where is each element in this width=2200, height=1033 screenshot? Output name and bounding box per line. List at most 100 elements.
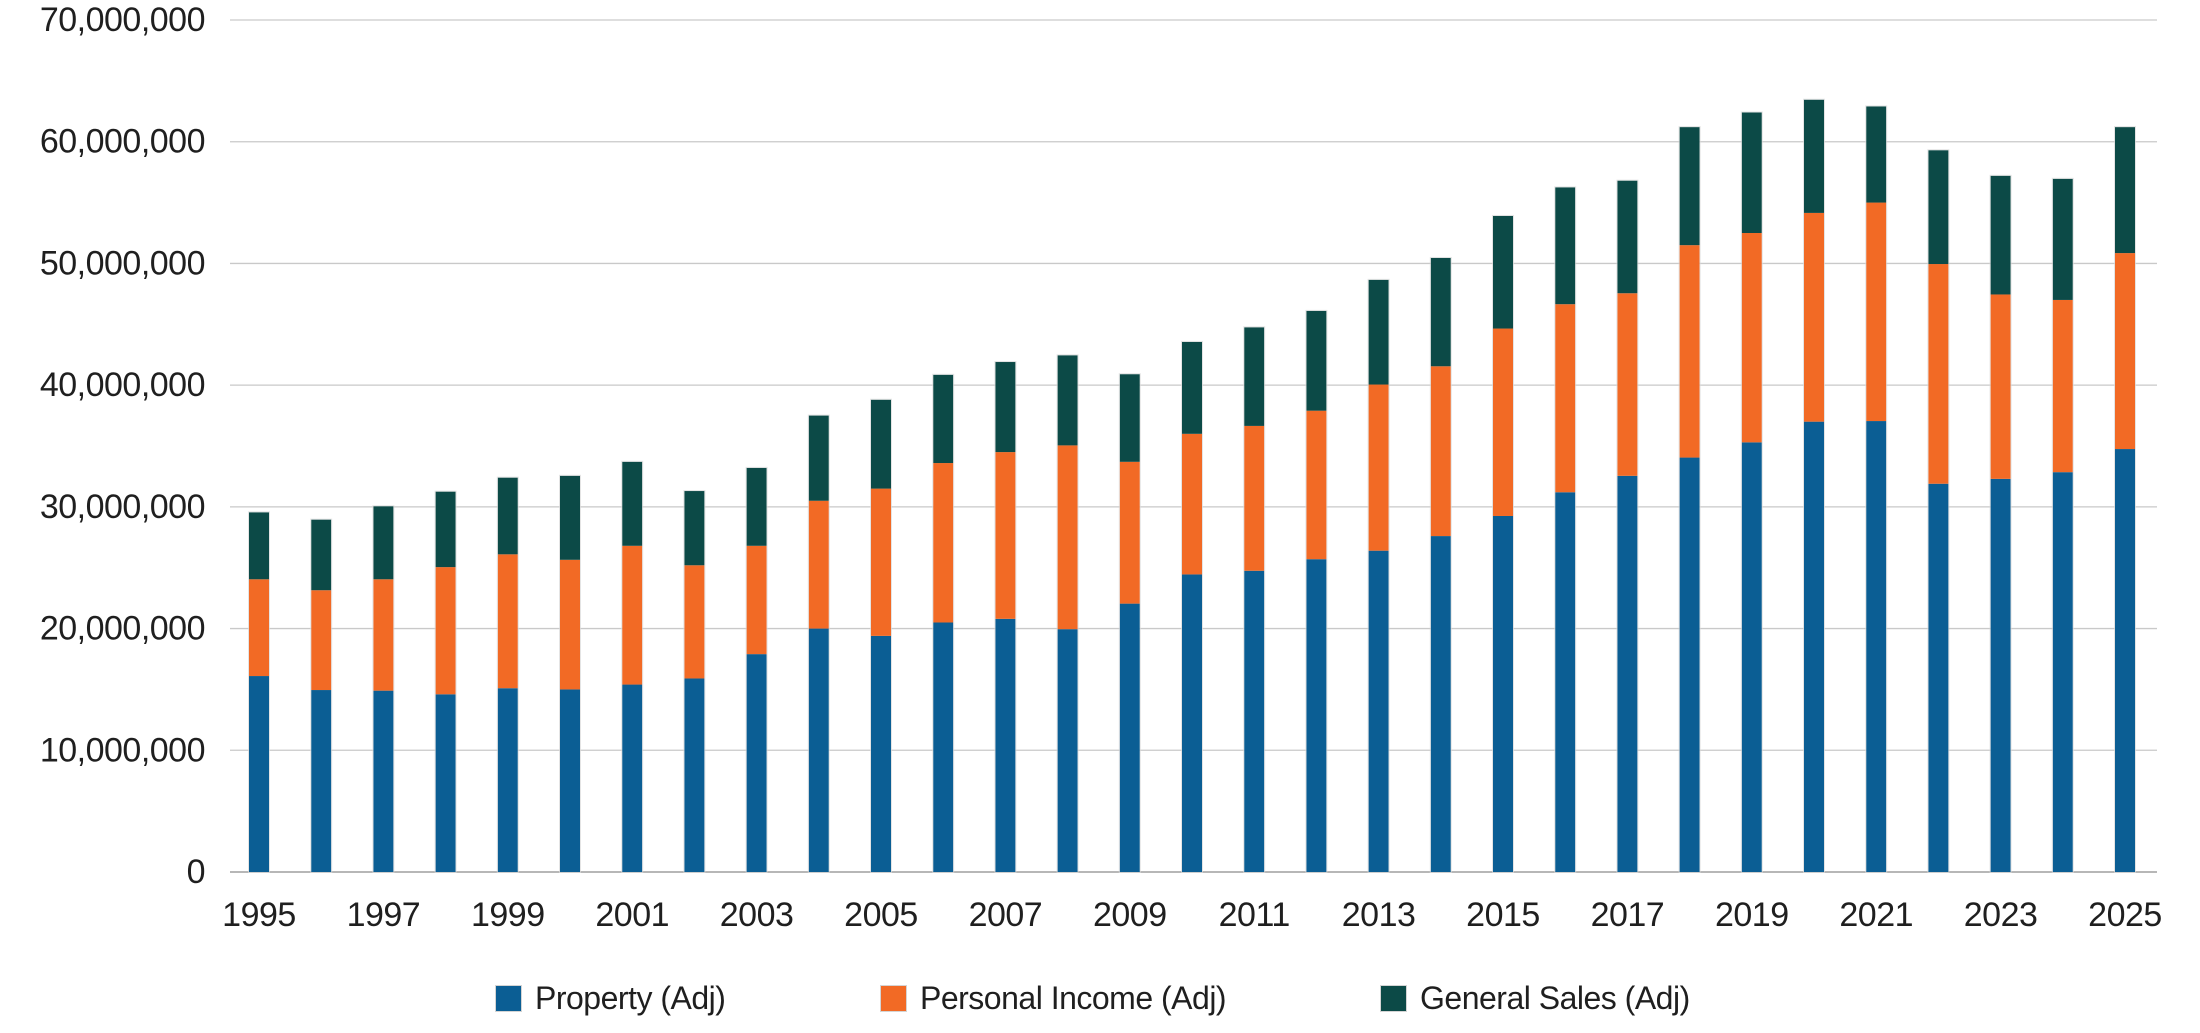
bar-segment (2052, 472, 2073, 872)
bar-segment (249, 512, 269, 580)
legend-item-general-sales: General Sales (Adj) (1380, 982, 1690, 1014)
bar-segment (1368, 384, 1389, 551)
legend-item-personal-income: Personal Income (Adj) (880, 980, 1227, 1016)
bar-segment (1617, 293, 1638, 476)
bar-segment (2052, 178, 2073, 300)
bar-segment (1928, 150, 1949, 265)
bar-segment (1990, 294, 2011, 479)
bar-outline (2114, 126, 2136, 873)
bar-segment (1119, 374, 1140, 462)
bar-outline (1803, 98, 1825, 874)
bar-segment (622, 684, 643, 872)
bar-segment (684, 491, 705, 566)
bar-segment (1430, 366, 1451, 537)
bar-segment (684, 678, 705, 872)
bar-outline (621, 460, 644, 873)
bar-segment (684, 565, 705, 679)
bar-outline (559, 474, 581, 873)
bar-segment (373, 690, 394, 872)
bar-segment (1617, 180, 1638, 294)
x-tick-label: 2005 (844, 896, 918, 934)
legend-label-property: Property (Adj) (535, 980, 726, 1016)
bar-segment (995, 362, 1016, 453)
bar-segment (995, 618, 1016, 872)
bar-outline (870, 398, 892, 873)
bar-outline (1429, 256, 1452, 873)
bar-outline (1927, 149, 1950, 873)
bar-outline (1554, 186, 1577, 874)
bar-segment (933, 374, 954, 464)
bar-segment (249, 579, 269, 677)
legend-label-personal-income: Personal Income (Adj) (920, 980, 1227, 1016)
x-tick-label: 2009 (1093, 896, 1167, 934)
bar-segment (1617, 475, 1638, 872)
bar-segment (1928, 264, 1949, 484)
bar-segment (1057, 355, 1078, 446)
bar-outline (745, 466, 768, 873)
bar-segment (497, 477, 518, 555)
bar-outline (2051, 177, 2074, 873)
bar-segment (1804, 421, 1824, 872)
bar-segment (1119, 461, 1140, 604)
bar-segment (1555, 304, 1576, 493)
x-tick-label: 2019 (1715, 896, 1789, 934)
bar-segment (311, 590, 332, 691)
bar-segment (1306, 310, 1327, 411)
bar-segment (622, 545, 643, 685)
bar-segment (1741, 112, 1762, 233)
x-tick-label: 2025 (2088, 896, 2162, 934)
bar-segment (249, 676, 269, 872)
bar-outline (1616, 179, 1639, 874)
bar-outline (1181, 340, 1203, 874)
bar-outline (1118, 373, 1141, 873)
bar-outline (1367, 278, 1390, 873)
bar-segment (1866, 106, 1887, 203)
y-tick-label: 60,000,000 (40, 123, 205, 161)
y-tick-label: 70,000,000 (40, 1, 205, 39)
legend-label-general-sales: General Sales (Adj) (1420, 980, 1690, 1016)
bar-outline (1740, 111, 1763, 873)
bar-outline (1865, 105, 1888, 874)
bar-segment (2052, 299, 2073, 473)
bar-segment (1741, 233, 1762, 443)
bar-segment (560, 475, 580, 560)
bar-outline (248, 511, 270, 873)
bar-segment (1493, 515, 1513, 872)
x-tick-label: 1997 (347, 896, 421, 934)
bar-outline (372, 505, 395, 873)
bar-segment (933, 622, 954, 872)
bar-segment (746, 545, 767, 655)
x-tick-label: 2001 (595, 896, 669, 934)
bar-segment (1866, 202, 1887, 422)
bar-outline (994, 361, 1017, 873)
bar-segment (1679, 457, 1700, 872)
bar-segment (1057, 629, 1078, 872)
bar-segment (1244, 425, 1265, 571)
bar-segment (1679, 127, 1700, 246)
bar-outline (434, 490, 457, 873)
y-tick-label: 20,000,000 (40, 610, 205, 648)
bar-segment (995, 452, 1016, 619)
bar-segment (1368, 550, 1389, 872)
chart-legend: Property (Adj) Personal Income (Adj) Gen… (0, 982, 2200, 1016)
bar-segment (1804, 99, 1824, 213)
bar-segment (497, 688, 518, 872)
bar-outline (932, 373, 955, 873)
bar-outline (683, 490, 706, 873)
bar-segment (560, 559, 580, 690)
bar-segment (1306, 410, 1327, 560)
bar-segment (622, 461, 643, 546)
bar-outline (807, 414, 830, 873)
bar-segment (1182, 433, 1202, 575)
x-tick-label: 2017 (1591, 896, 1665, 934)
y-tick-label: 40,000,000 (40, 366, 205, 404)
bar-outline (310, 518, 333, 873)
bar-segment (871, 635, 891, 872)
bar-segment (1990, 478, 2011, 872)
bar-segment (1555, 187, 1576, 305)
bar-outline (496, 476, 519, 873)
bar-segment (373, 506, 394, 580)
bar-segment (808, 628, 829, 872)
